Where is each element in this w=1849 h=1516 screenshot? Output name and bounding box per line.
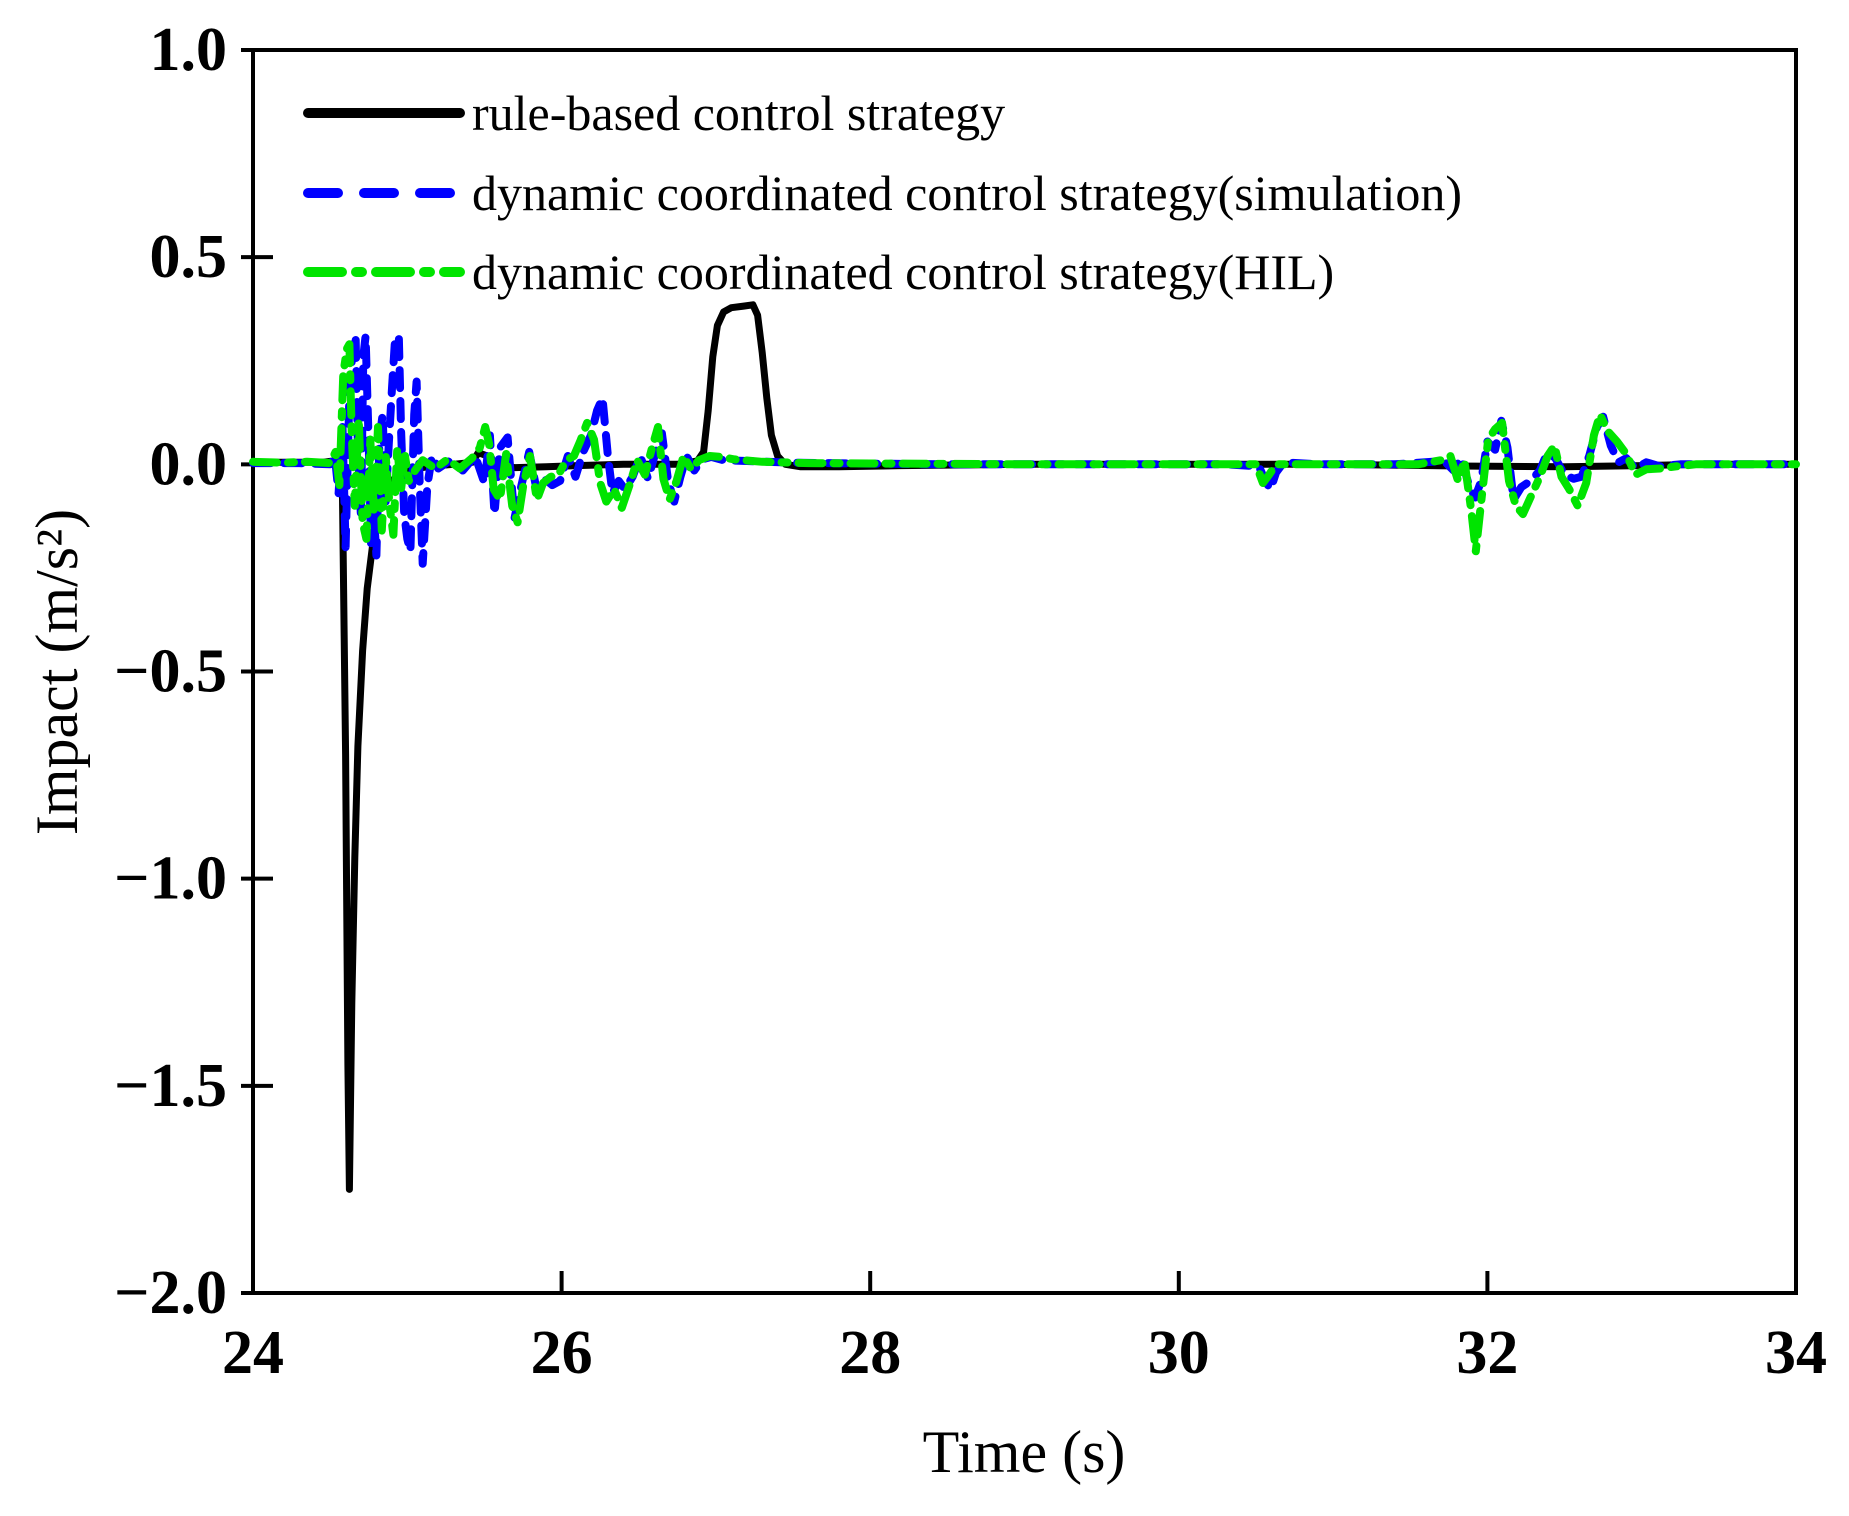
y-tick-label: −1.0 — [114, 845, 227, 913]
legend-label-0: rule-based control strategy — [472, 85, 1005, 141]
y-tick-label: −0.5 — [114, 638, 227, 706]
y-tick-label: −2.0 — [114, 1259, 227, 1327]
x-tick-label: 28 — [839, 1319, 901, 1387]
y-tick-label: 0.5 — [150, 223, 228, 291]
x-axis-label: Time (s) — [923, 1419, 1126, 1485]
y-tick-label: −1.5 — [114, 1052, 227, 1120]
x-tick-label: 26 — [531, 1319, 593, 1387]
series-line-2 — [249, 340, 1800, 556]
plot-layer: 24 26 28 30 32 34 1.0 0.5 0.0 −0.5 −1.0 −1.5 −2.0 rul… — [114, 16, 1827, 1387]
legend-label-1: dynamic coordinated control strategy(sim… — [472, 165, 1462, 221]
x-tick-label: 24 — [222, 1319, 284, 1387]
x-tick-label: 34 — [1765, 1319, 1827, 1387]
plot-box — [251, 48, 1798, 1295]
x-tick-label: 32 — [1456, 1319, 1518, 1387]
y-tick-label: 0.0 — [150, 430, 228, 498]
legend-label-2: dynamic coordinated control strategy(HIL… — [472, 244, 1334, 300]
y-tick-label: 1.0 — [150, 16, 228, 84]
x-tick-label: 30 — [1148, 1319, 1210, 1387]
series-line-1 — [249, 331, 1800, 568]
y-axis-label: Impact (m/s²) — [24, 509, 90, 835]
